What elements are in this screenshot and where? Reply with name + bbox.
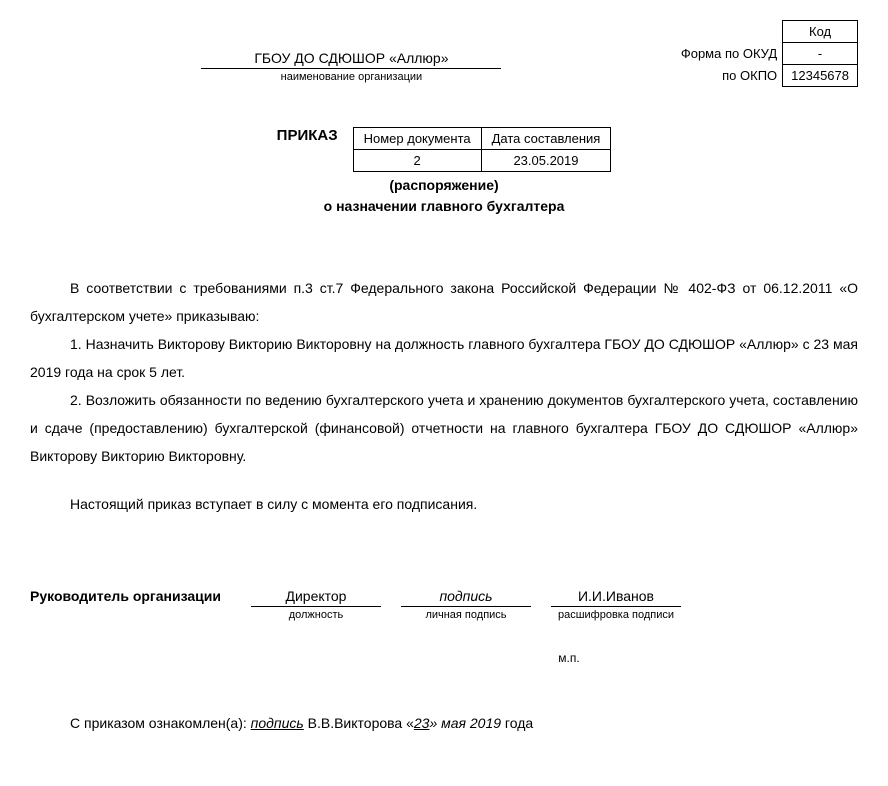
code-header: Код xyxy=(783,21,858,43)
signature-position: Директор xyxy=(251,588,381,607)
ack-prefix: С приказом ознакомлен(а): xyxy=(70,715,251,731)
paragraph-2: 1. Назначить Викторову Викторию Викторов… xyxy=(30,330,858,386)
ack-sign: подпись xyxy=(251,715,304,731)
okud-label: Форма по ОКУД xyxy=(673,43,783,65)
signature-position-caption: должность xyxy=(251,609,381,621)
signature-name-caption: расшифровка подписи xyxy=(551,609,681,621)
doc-date-value: 23.05.2019 xyxy=(481,150,611,172)
subtitle-1: (распоряжение) xyxy=(30,177,858,193)
doc-info-table: Номер документа Дата составления 2 23.05… xyxy=(353,127,612,172)
okpo-label: по ОКПО xyxy=(673,65,783,87)
doc-number-label: Номер документа xyxy=(353,128,481,150)
body-text: В соответствии с требованиями п.3 ст.7 Ф… xyxy=(30,274,858,518)
okud-value: - xyxy=(783,43,858,65)
doc-date-label: Дата составления xyxy=(481,128,611,150)
subtitle-2: о назначении главного бухгалтера xyxy=(30,198,858,214)
ack-name: В.В.Викторова « xyxy=(304,715,414,731)
organization-name: ГБОУ ДО СДЮШОР «Аллюр» xyxy=(201,50,501,69)
paragraph-4: Настоящий приказ вступает в силу с момен… xyxy=(30,490,858,518)
paragraph-1: В соответствии с требованиями п.3 ст.7 Ф… xyxy=(30,274,858,330)
okpo-value: 12345678 xyxy=(783,65,858,87)
ack-day: 23 xyxy=(414,715,430,731)
code-table: Код Форма по ОКУД - по ОКПО 12345678 xyxy=(673,20,858,87)
organization-caption: наименование организации xyxy=(30,71,673,83)
ack-month: » мая 2019 xyxy=(429,715,501,731)
signature-role-label: Руководитель организации xyxy=(30,588,221,604)
signature-name: И.И.Иванов xyxy=(551,588,681,607)
paragraph-3: 2. Возложить обязанности по ведению бухг… xyxy=(30,386,858,470)
doc-number-value: 2 xyxy=(353,150,481,172)
ack-year: года xyxy=(501,715,533,731)
acknowledgment: С приказом ознакомлен(а): подпись В.В.Ви… xyxy=(30,715,858,731)
signature-sign: подпись xyxy=(401,588,531,607)
document-title: ПРИКАЗ xyxy=(277,127,338,144)
signature-sign-caption: личная подпись xyxy=(401,609,531,621)
mp-label: м.п. xyxy=(280,651,858,665)
